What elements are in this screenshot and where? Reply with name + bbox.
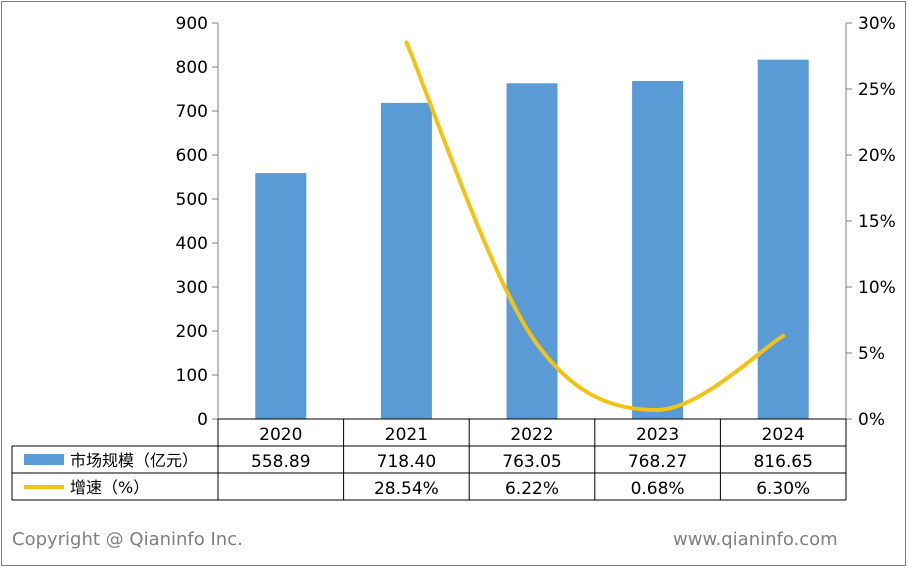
right-axis-tick-label: 25%	[858, 80, 896, 100]
bar-2022	[506, 83, 558, 420]
data-label: 28.54%	[374, 479, 439, 499]
website-link[interactable]: www.qianinfo.com	[673, 529, 838, 550]
left-axis-tick-label: 100	[176, 366, 208, 386]
bar-2021	[380, 102, 432, 420]
legend-label: 市场规模（亿元）	[70, 451, 198, 470]
right-axis-tick-label: 20%	[858, 146, 896, 166]
category-label: 2022	[510, 425, 553, 445]
data-label: 6.22%	[505, 479, 559, 499]
bar-2023	[632, 80, 684, 420]
growth-rate-line	[404, 40, 786, 413]
left-axis-tick-label: 400	[176, 234, 208, 254]
data-label: 0.68%	[631, 479, 685, 499]
left-axis-tick-label: 300	[176, 278, 208, 298]
category-label: 2021	[385, 425, 428, 445]
left-axis-tick-label: 800	[176, 58, 208, 78]
category-label: 2024	[762, 425, 805, 445]
data-label: 768.27	[628, 452, 687, 472]
data-label: 718.40	[377, 452, 436, 472]
right-axis-tick-label: 0%	[858, 410, 885, 430]
right-axis-tick-label: 10%	[858, 278, 896, 298]
right-axis-tick-label: 15%	[858, 212, 896, 232]
right-axis-tick-label: 5%	[858, 344, 885, 364]
left-axis-tick-label: 0	[197, 410, 208, 430]
category-label: 2020	[259, 425, 302, 445]
data-label: 6.30%	[756, 479, 810, 499]
left-axis-tick-label: 700	[176, 102, 208, 122]
legend-bar-swatch	[24, 454, 64, 465]
bar-2024	[757, 59, 809, 419]
copyright-text: Copyright @ Qianinfo Inc.	[12, 529, 243, 550]
right-axis-tick-label: 30%	[858, 14, 896, 34]
left-axis-tick-label: 900	[176, 14, 208, 34]
left-axis-tick-label: 600	[176, 146, 208, 166]
data-label: 816.65	[753, 452, 812, 472]
category-label: 2023	[636, 425, 679, 445]
left-axis-tick-label: 200	[176, 322, 208, 342]
legend-label: 增速（%）	[70, 478, 149, 497]
left-axis-tick-label: 500	[176, 190, 208, 210]
data-label: 763.05	[502, 452, 561, 472]
data-label: 558.89	[251, 452, 310, 472]
bar-2020	[255, 173, 307, 419]
